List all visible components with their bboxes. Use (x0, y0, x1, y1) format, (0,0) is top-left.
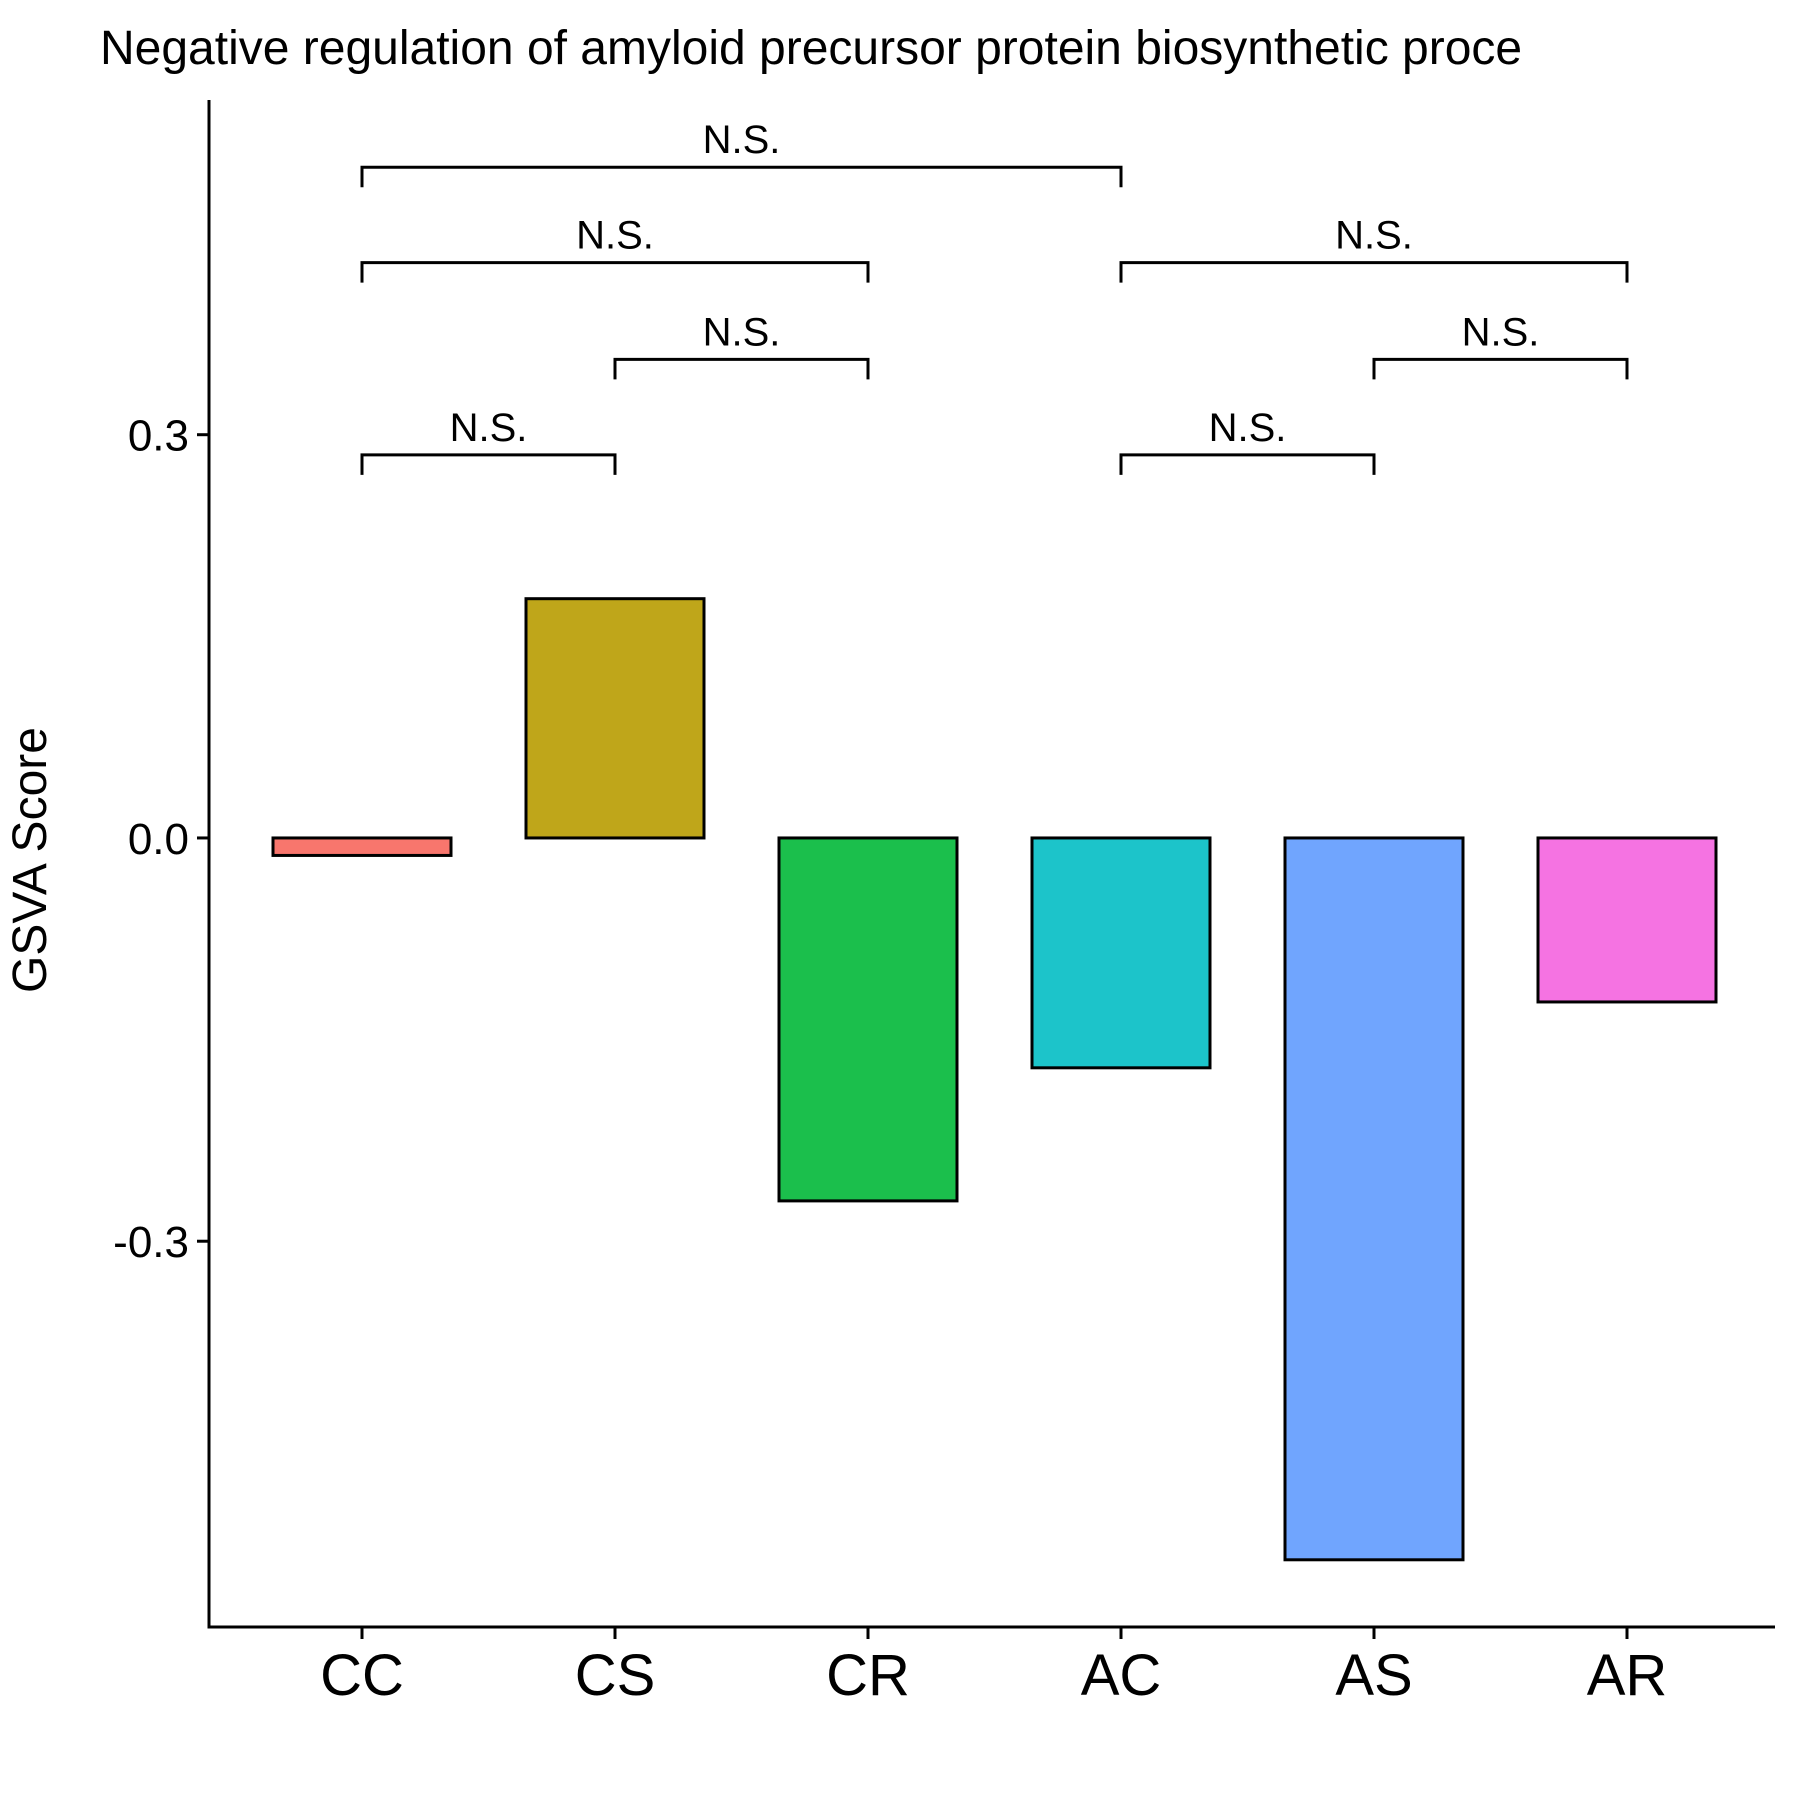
x-tick-label: AR (1587, 1643, 1668, 1708)
y-tick-label: -0.3 (113, 1218, 189, 1267)
x-tick-label: CR (826, 1643, 910, 1708)
significance-bracket (360, 261, 870, 283)
bar-ar (1536, 836, 1718, 1004)
significance-label: N.S. (703, 310, 781, 354)
plot-area: -0.3 0.0 0.3 CC CS CR AC AS AR N.S. N.S. N.S. N.S. N.… (113, 100, 1775, 1708)
significance-bracket (613, 357, 870, 380)
significance-label: N.S. (450, 406, 528, 450)
bar-as (1283, 836, 1465, 1562)
chart-title: Negative regulation of amyloid precursor… (100, 22, 1522, 75)
x-tick-label: CS (575, 1643, 656, 1708)
significance-bracket (1119, 261, 1629, 283)
x-tick-label: CC (320, 1643, 404, 1708)
significance-label: N.S. (576, 214, 654, 258)
bar-cr (777, 836, 959, 1203)
significance-label: N.S. (1462, 310, 1540, 354)
significance-bracket (1119, 453, 1376, 475)
significance-label: N.S. (703, 118, 781, 162)
x-tick-label: AS (1335, 1643, 1412, 1708)
bar-cs (524, 597, 706, 840)
significance-bracket (360, 453, 617, 475)
bar-cc (271, 836, 453, 857)
significance-bracket (360, 165, 1123, 188)
x-tick-label: AC (1081, 1643, 1162, 1708)
significance-bracket (1372, 357, 1629, 380)
y-tick-label: 0.3 (128, 412, 189, 461)
y-tick-label: 0.0 (128, 815, 189, 864)
y-axis-label: GSVA Score (4, 727, 57, 993)
significance-label: N.S. (1209, 406, 1287, 450)
bar-ac (1030, 836, 1212, 1070)
significance-label: N.S. (1335, 214, 1413, 258)
